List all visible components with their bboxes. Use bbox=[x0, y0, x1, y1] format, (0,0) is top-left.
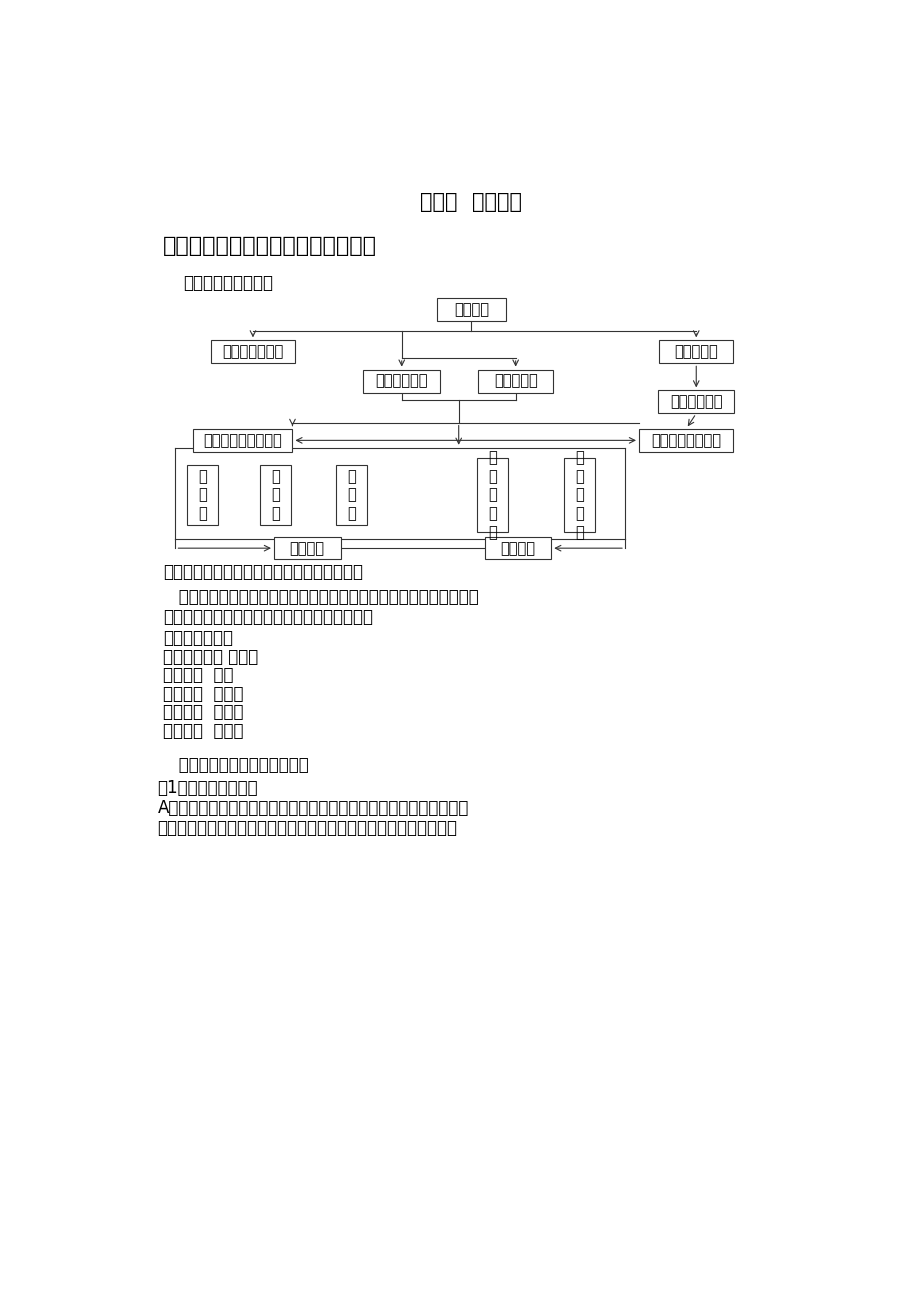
Bar bbox=[478, 370, 552, 393]
Bar bbox=[260, 465, 290, 525]
Bar bbox=[363, 370, 440, 393]
Text: 工程项目各职能组: 工程项目各职能组 bbox=[651, 432, 720, 448]
Text: 项目经理：江楊: 项目经理：江楊 bbox=[163, 629, 233, 647]
Text: 副项目经理: 副项目经理 bbox=[494, 374, 537, 388]
Text: 施工员：  朱斌荣: 施工员： 朱斌荣 bbox=[163, 703, 244, 721]
Text: 技术负责人： 甘进典: 技术负责人： 甘进典 bbox=[163, 647, 258, 665]
Text: （三）现场管理人员岗位职责: （三）现场管理人员岗位职责 bbox=[163, 755, 309, 773]
Text: 消水班组: 消水班组 bbox=[289, 540, 324, 556]
Bar bbox=[658, 340, 732, 363]
Text: 组织和管理，项目经理部的主要管理人员如下：: 组织和管理，项目经理部的主要管理人员如下： bbox=[163, 608, 372, 626]
Text: 度，自觉维护公司和员工的经济利益，确保公司下达的各项经济技术: 度，自觉维护公司和员工的经济利益，确保公司下达的各项经济技术 bbox=[157, 819, 457, 837]
Text: 一、施工组织机构及劳动力配合计划: 一、施工组织机构及劳动力配合计划 bbox=[163, 237, 377, 256]
Bar bbox=[476, 458, 507, 531]
Text: 安全员：  黄冬玲: 安全员： 黄冬玲 bbox=[163, 685, 244, 703]
Text: （一）施工组织机构: （一）施工组织机构 bbox=[183, 275, 273, 292]
Bar bbox=[564, 458, 595, 531]
Text: （1）项目经理职责：: （1）项目经理职责： bbox=[157, 779, 258, 797]
Bar bbox=[638, 428, 732, 452]
Text: 公司经理: 公司经理 bbox=[453, 302, 489, 316]
Bar bbox=[437, 298, 505, 322]
Text: 公司职能部门: 公司职能部门 bbox=[669, 395, 721, 409]
Bar bbox=[193, 428, 292, 452]
Bar bbox=[484, 538, 550, 559]
Bar bbox=[210, 340, 294, 363]
Text: 公司主任工程师: 公司主任工程师 bbox=[222, 344, 283, 359]
Text: 消电班组: 消电班组 bbox=[500, 540, 535, 556]
Bar bbox=[187, 465, 218, 525]
Text: 安
全
员: 安 全 员 bbox=[198, 469, 207, 521]
Bar bbox=[274, 538, 340, 559]
Bar bbox=[658, 391, 733, 414]
Text: 本工程实行项目经理负责制，建立项目经理部，负责该工程的施工、: 本工程实行项目经理负责制，建立项目经理部，负责该工程的施工、 bbox=[163, 587, 478, 605]
Text: A、认真贯彻国家有关方针、政策、法规及公司制定颌发的各项规章制: A、认真贯彻国家有关方针、政策、法规及公司制定颌发的各项规章制 bbox=[157, 798, 469, 816]
Text: 土
建
施
工
员: 土 建 施 工 员 bbox=[487, 450, 496, 540]
Text: 工程项目经理: 工程项目经理 bbox=[375, 374, 427, 388]
Text: 工程项目技术负责人: 工程项目技术负责人 bbox=[203, 432, 282, 448]
Text: 材料员：  朱建龙: 材料员： 朱建龙 bbox=[163, 721, 244, 740]
Text: 材
料
员: 材 料 员 bbox=[346, 469, 356, 521]
Text: 第二章  施工部署: 第二章 施工部署 bbox=[420, 191, 522, 212]
Text: 生产副经理: 生产副经理 bbox=[674, 344, 718, 359]
Text: （二）现场管理机构设置和主要管理人员配备: （二）现场管理机构设置和主要管理人员配备 bbox=[163, 562, 363, 581]
Text: 质
量
员: 质 量 员 bbox=[271, 469, 279, 521]
Text: 质检员：  谢多: 质检员： 谢多 bbox=[163, 667, 233, 685]
Text: 统
计
资
料
员: 统 计 资 料 员 bbox=[575, 450, 584, 540]
Bar bbox=[335, 465, 367, 525]
